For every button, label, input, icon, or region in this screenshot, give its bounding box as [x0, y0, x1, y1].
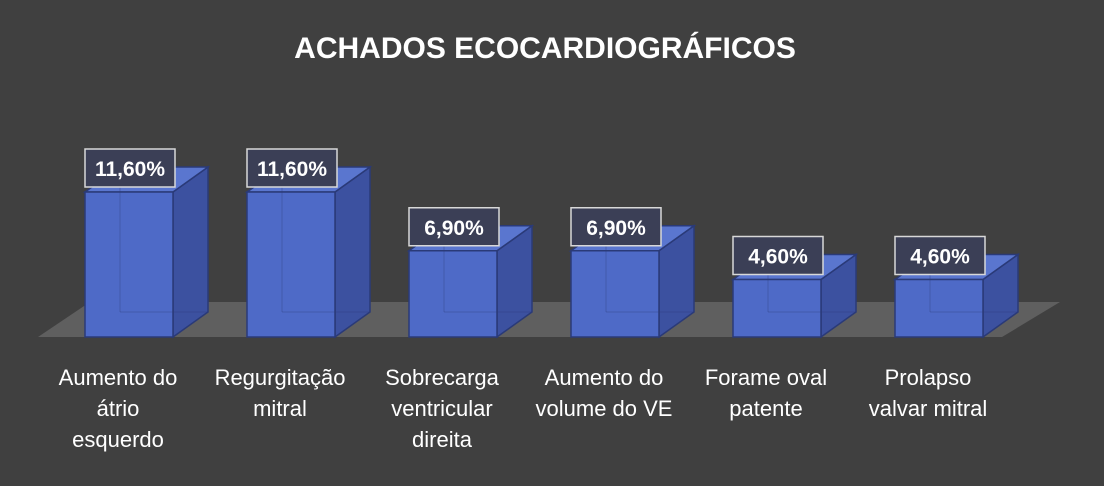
- bar-1: [82, 165, 211, 339]
- data-label-box: [732, 235, 824, 276]
- bar-front-face: [408, 250, 498, 338]
- bars-group: [82, 165, 1021, 339]
- data-label-box: [84, 148, 176, 188]
- category-label-5: Forame oval patente: [705, 365, 827, 421]
- category-label-1: Aumento do átrio esquerdo: [59, 365, 178, 452]
- data-label-box: [246, 148, 338, 188]
- data-label-box: [570, 207, 662, 247]
- bar-front-face: [246, 191, 336, 338]
- category-labels-group: Aumento do átrio esquerdo Regurgitação mitra…: [59, 365, 988, 452]
- data-label-2: 11,60%: [246, 148, 338, 188]
- bar-front-face: [894, 278, 984, 338]
- data-label-text: 6,90%: [586, 217, 646, 240]
- data-label-box: [408, 207, 500, 247]
- chart-title: ACHADOS ECOCARDIOGRÁFICOS: [294, 31, 796, 65]
- bar-4: [568, 224, 697, 339]
- bar-2: [244, 165, 373, 339]
- category-label-4: Aumento do volume do VE: [536, 365, 673, 421]
- data-label-text: 4,60%: [748, 246, 808, 269]
- category-label-6: Prolapso valvar mitral: [869, 365, 988, 421]
- data-labels-group: 11,60% 11,60% 6,90% 6,90% 4,60% 4,60%: [84, 148, 986, 276]
- data-label-6: 4,60%: [894, 235, 986, 276]
- data-label-text: 11,60%: [257, 158, 327, 181]
- category-label-2: Regurgitação mitral: [215, 365, 346, 421]
- bar-front-face: [732, 278, 822, 338]
- data-label-text: 11,60%: [95, 158, 165, 181]
- data-label-5: 4,60%: [732, 235, 824, 276]
- bar-front-face: [84, 191, 174, 338]
- data-label-4: 6,90%: [570, 207, 662, 247]
- bar-front-face: [570, 250, 660, 338]
- data-label-text: 4,60%: [910, 246, 970, 269]
- data-label-text: 6,90%: [424, 217, 484, 240]
- category-label-3: Sobrecarga ventricular direita: [385, 365, 500, 452]
- data-label-box: [894, 235, 986, 276]
- data-label-1: 11,60%: [84, 148, 176, 188]
- data-label-3: 6,90%: [408, 207, 500, 247]
